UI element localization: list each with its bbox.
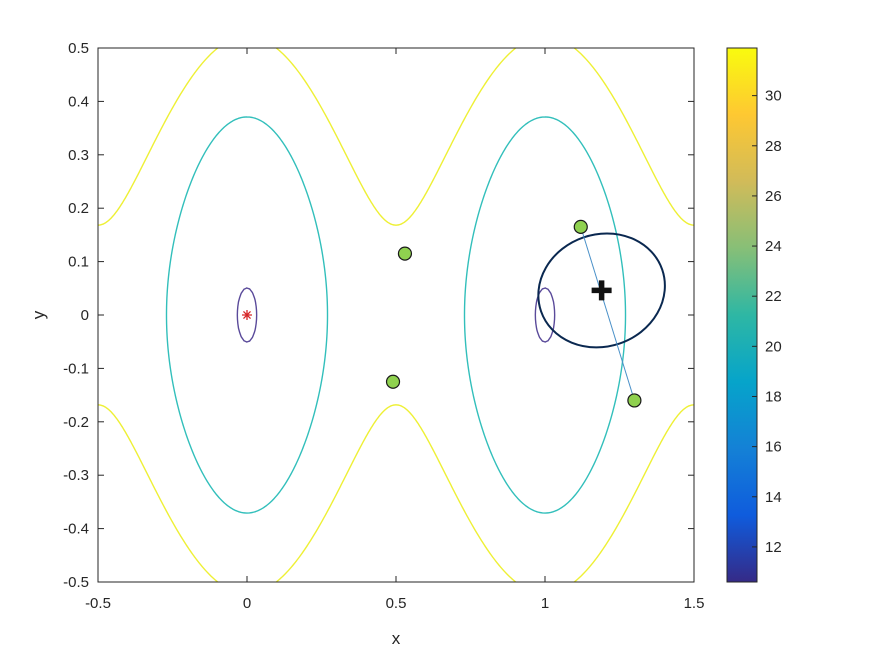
colorbar-tick-label: 16 (765, 439, 782, 456)
colorbar-ticks: 12 14 16 18 20 22 24 26 28 30 (752, 88, 782, 556)
markers-layer (242, 219, 666, 408)
center-plus-marker (591, 280, 612, 301)
y-tick-label: 0.4 (68, 93, 89, 110)
y-tick-label: 0.2 (68, 200, 89, 217)
x-axis-label: x (392, 629, 401, 648)
y-tick-label: -0.1 (63, 360, 89, 377)
plot-area (98, 48, 694, 582)
sample-point (627, 393, 642, 408)
colorbar-tick-label: 28 (765, 138, 782, 155)
minimum-star-marker (242, 310, 252, 320)
link-line (580, 226, 635, 401)
colorbar-tick-label: 24 (765, 238, 782, 255)
colorbar-tick-label: 30 (765, 88, 782, 105)
contour-level-line (165, 116, 627, 514)
colorbar-tick-label: 12 (765, 539, 782, 556)
sample-point (385, 374, 401, 389)
contour-level-line (98, 48, 694, 582)
colorbar-tick-label: 20 (765, 338, 782, 355)
uncertainty-ellipse (537, 232, 666, 349)
x-tick-label: 1 (541, 595, 549, 612)
colorbar-tick-label: 22 (765, 288, 782, 305)
colorbar-tick-label: 14 (765, 489, 782, 506)
y-axis-label: y (29, 310, 48, 319)
x-tick-label: 0 (243, 595, 251, 612)
colorbar-tick-label: 26 (765, 188, 782, 205)
x-tick-label: 1.5 (684, 595, 705, 612)
x-tick-label: 0.5 (386, 595, 407, 612)
y-tick-label: 0.3 (68, 147, 89, 164)
x-tick-label: -0.5 (85, 595, 111, 612)
colorbar-tick-label: 18 (765, 388, 782, 405)
axis-ticks: -0.5 0 0.5 1 1.5 -0.5 -0.4 -0.3 -0.2 -0.1 0 0.1 0.2 0… (63, 40, 704, 612)
sample-point (573, 219, 588, 234)
sample-point (397, 246, 413, 261)
y-tick-label: 0.5 (68, 40, 89, 57)
y-tick-label: -0.2 (63, 414, 89, 431)
y-tick-label: -0.4 (63, 521, 89, 538)
y-tick-label: 0.1 (68, 254, 89, 271)
y-tick-label: 0 (81, 307, 89, 324)
colorbar (726, 47, 758, 583)
y-tick-label: -0.3 (63, 467, 89, 484)
contour-lines (98, 48, 694, 582)
y-tick-label: -0.5 (63, 574, 89, 591)
